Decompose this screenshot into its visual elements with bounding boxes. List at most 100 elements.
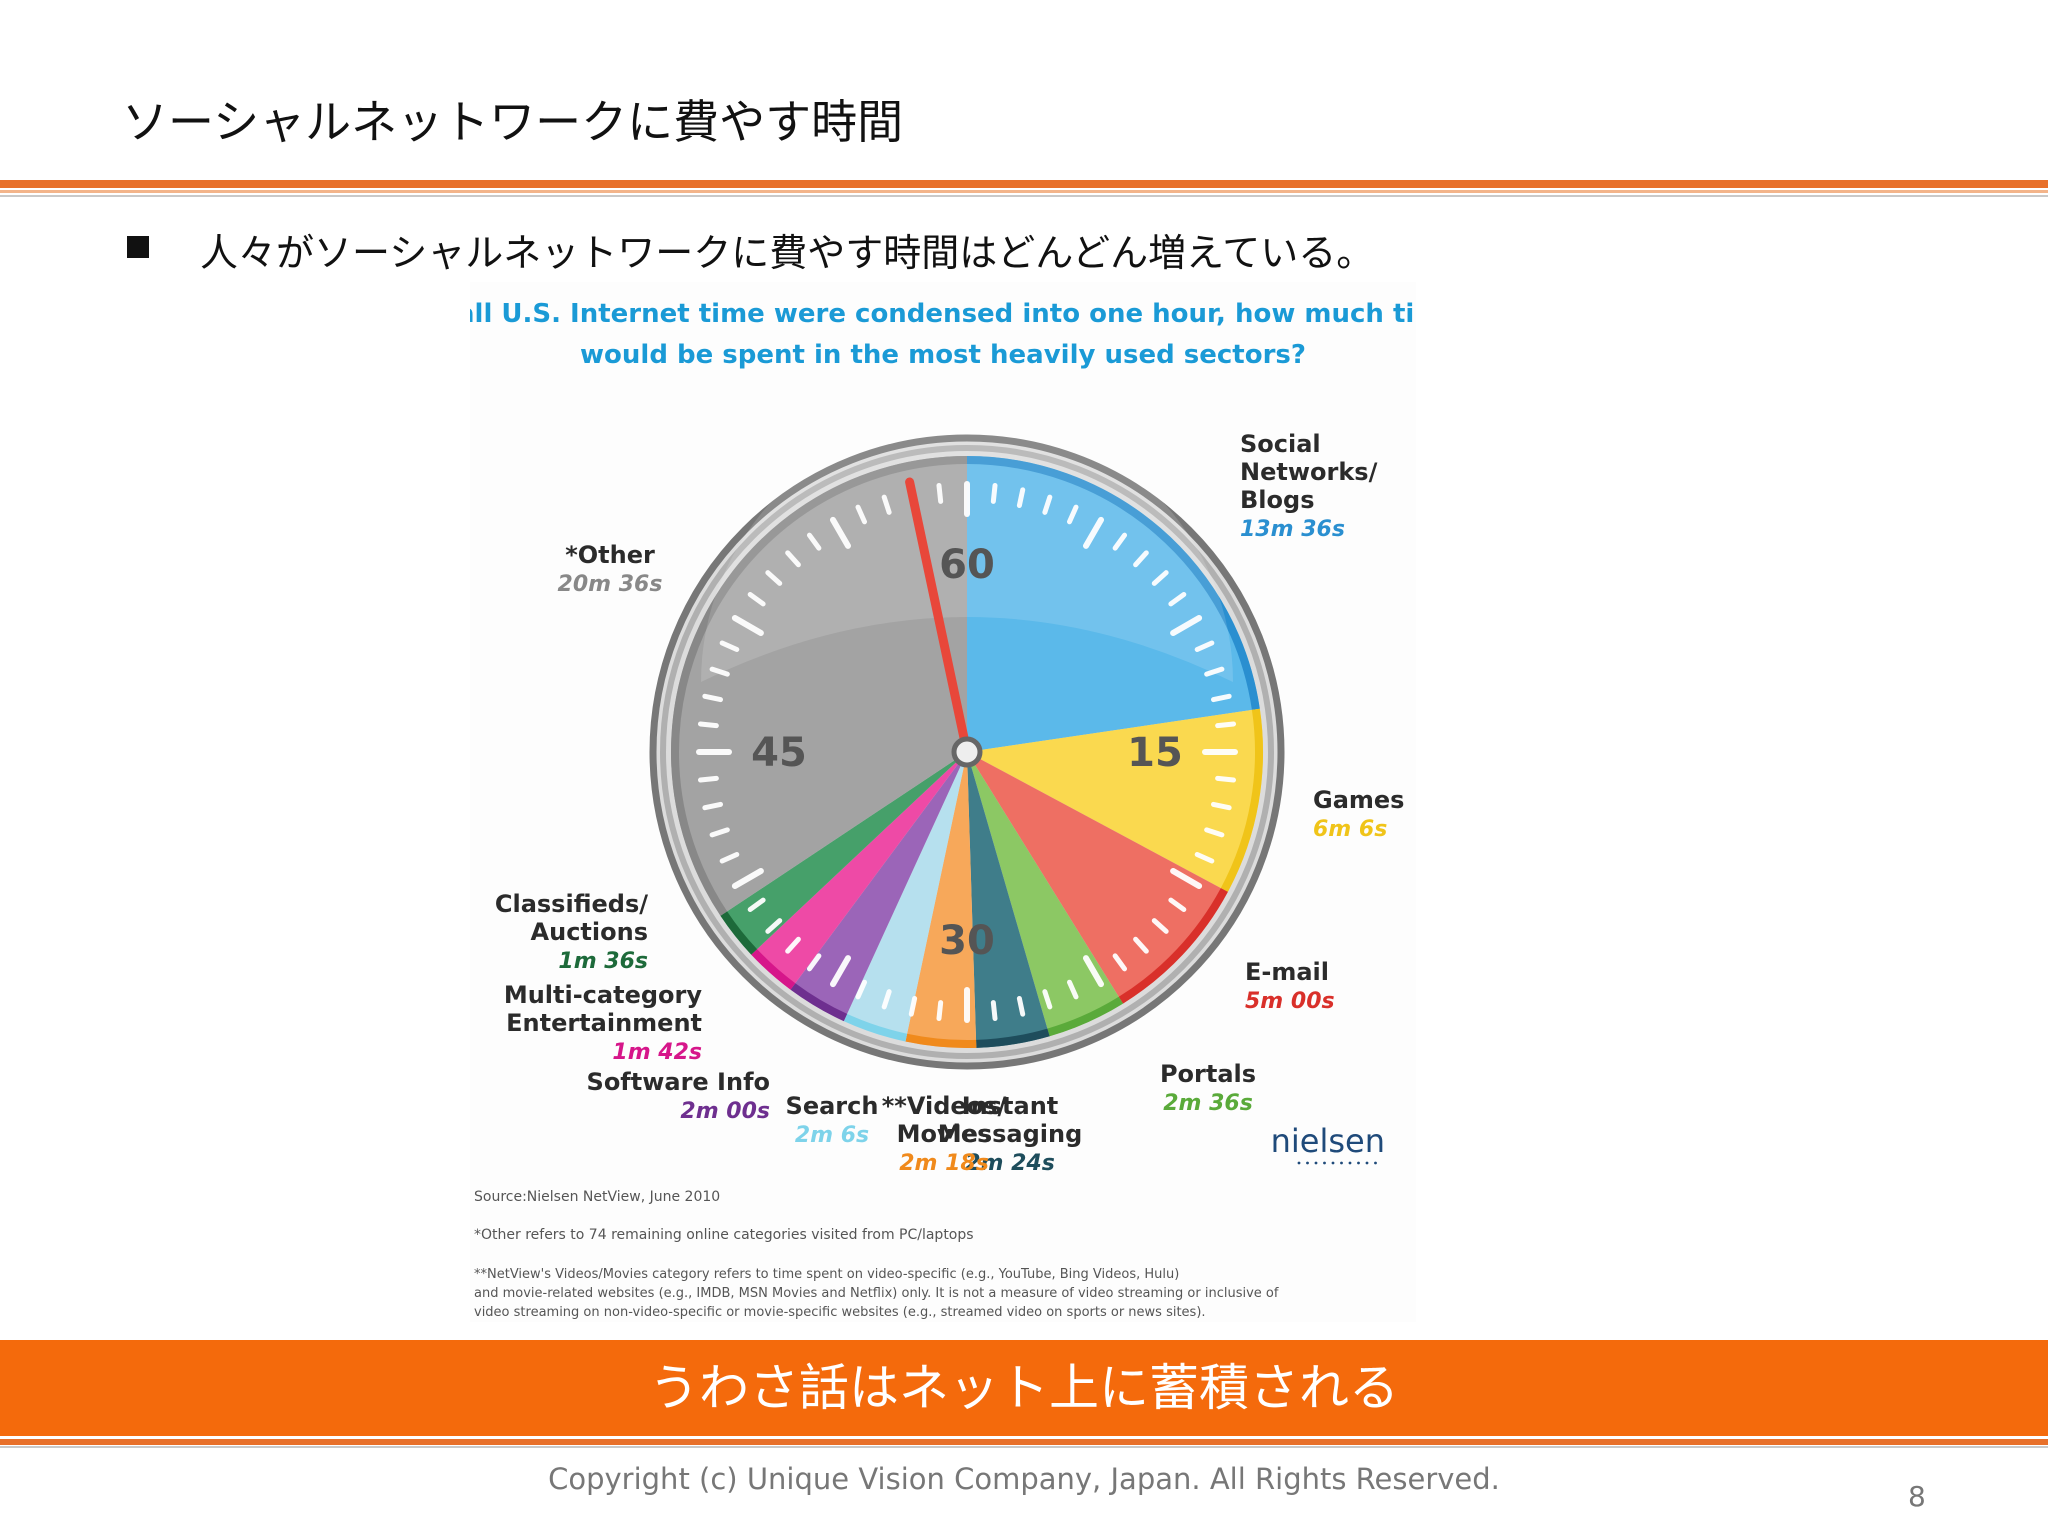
dial-tick-24	[1112, 953, 1128, 972]
pie-slice-rim-1	[966, 456, 1260, 710]
dial-tick-8	[1151, 570, 1169, 586]
bullet-square-icon	[127, 236, 149, 258]
clock-bezel-inner	[660, 445, 1274, 1059]
slice-label-6-line-1: **Videos/	[882, 1092, 1007, 1120]
dial-number-60: 60	[939, 542, 995, 588]
dial-tick-43	[702, 801, 724, 811]
slice-label-5-line-1: Instant	[962, 1092, 1059, 1120]
footnote-2: **NetView's Videos/Movies category refer…	[474, 1267, 1179, 1282]
pie-slice-rim-7	[843, 1013, 908, 1042]
title-rule	[0, 180, 2048, 188]
footer-rule-shadow	[0, 1446, 2048, 1448]
dial-tick-41	[719, 851, 740, 864]
nielsen-logo-dot-6	[1340, 1161, 1343, 1165]
dial-tick-2	[1016, 487, 1026, 509]
dial-tick-10	[1170, 615, 1203, 636]
dial-tick-42	[709, 827, 730, 838]
dial-tick-39	[747, 897, 766, 913]
slice-label-6-line-2: Movies	[897, 1120, 992, 1148]
slice-label-3-line-1: E-mail	[1245, 958, 1329, 986]
footnote-3: and movie-related websites (e.g., IMDB, …	[474, 1286, 1279, 1301]
pie-slice-3	[967, 752, 1228, 1004]
pie-slice-rim-4	[1047, 996, 1123, 1037]
dial-tick-14	[1215, 721, 1237, 729]
clock-hand	[905, 477, 972, 757]
pie-slice-rim-2	[1220, 708, 1263, 892]
dial-number-30: 30	[939, 918, 995, 964]
title-rule-accent	[0, 190, 2048, 193]
dial-tick-21	[1168, 897, 1187, 913]
chart-title-line-2: would be spent in the most heavily used …	[580, 340, 1306, 370]
slice-label-2-line-1: Games	[1313, 786, 1404, 814]
dial-tick-1	[990, 482, 998, 504]
dial-tick-22	[1151, 918, 1169, 934]
nielsen-logo-dot-5	[1331, 1161, 1335, 1165]
nielsen-logo-dot-10	[1374, 1161, 1377, 1165]
dial-tick-57	[881, 494, 892, 515]
dial-tick-17	[1210, 801, 1232, 811]
nielsen-logo-dot-9	[1365, 1161, 1369, 1165]
footnote-4: video streaming on non-video-specific or…	[474, 1305, 1206, 1320]
footer-rule	[0, 1439, 2048, 1445]
pie-slice-rim-5	[976, 1028, 1050, 1048]
slice-time-2: 6m 6s	[1313, 817, 1387, 842]
dial-tick-47	[702, 693, 724, 703]
dial-tick-59	[936, 482, 944, 504]
slice-time-4: 2m 36s	[1163, 1091, 1253, 1116]
copyright: Copyright (c) Unique Vision Company, Jap…	[548, 1462, 1500, 1496]
slice-time-6: 2m 18s	[899, 1151, 989, 1176]
dial-tick-46	[697, 721, 719, 729]
dial-number-15: 15	[1127, 730, 1183, 776]
dial-tick-25	[1083, 955, 1104, 988]
banner-text: うわさ話はネット上に蓄積される	[649, 1359, 1399, 1417]
pie-slice-7	[843, 752, 967, 1042]
dial-tick-56	[855, 504, 868, 525]
dial-tick-18	[1204, 827, 1225, 838]
dial-tick-44	[697, 775, 719, 783]
slice-time-8: 2m 00s	[680, 1099, 770, 1124]
dial-tick-9	[1168, 591, 1187, 607]
dial-tick-3	[1042, 494, 1053, 515]
dial-tick-26	[1066, 979, 1079, 1000]
nielsen-logo: nielsen	[1271, 1122, 1385, 1160]
pie-slice-4	[967, 752, 1123, 1037]
pie-slice-rim-9	[751, 949, 796, 990]
slice-time-11: 20m 36s	[558, 572, 663, 597]
dial-tick-31	[936, 1000, 944, 1022]
dial-tick-40	[731, 868, 764, 889]
nielsen-logo-dot-7	[1348, 1161, 1352, 1165]
pie-slice-5	[967, 752, 1050, 1048]
dial-tick-38	[765, 918, 783, 934]
slice-time-3: 5m 00s	[1245, 989, 1335, 1014]
pie-slice-2	[967, 708, 1263, 892]
pie-slice-8	[790, 752, 967, 1022]
pie-slice-rim-10	[720, 911, 758, 955]
dial-tick-36	[806, 953, 822, 972]
nielsen-logo-dot-4	[1323, 1161, 1326, 1165]
pie-slice-rim-3	[1118, 888, 1228, 1004]
slide-title: ソーシャルネットワークに費やす時間	[122, 95, 904, 149]
dial-tick-27	[1042, 989, 1053, 1010]
dial-tick-53	[785, 550, 801, 568]
slice-label-5-line-2: Messaging	[938, 1120, 1083, 1148]
dial-tick-50	[731, 615, 764, 636]
slice-label-11-line-1: *Other	[565, 541, 655, 569]
slice-label-9-line-2: Entertainment	[506, 1009, 702, 1037]
slice-label-9-line-1: Multi-category	[504, 981, 703, 1009]
dial-tick-12	[1204, 666, 1225, 677]
slice-label-1-line-1: Social	[1240, 430, 1321, 458]
dial-tick-35	[830, 955, 851, 988]
dial-tick-5	[1083, 516, 1104, 549]
dial-tick-11	[1194, 640, 1215, 653]
pie-slice-rim-8	[790, 983, 848, 1022]
clock-pie-chart: If all U.S. Internet time were condensed…	[470, 299, 1416, 1320]
slice-time-9: 1m 42s	[612, 1040, 702, 1065]
clock-hub	[951, 736, 983, 768]
source-note: Source:Nielsen NetView, June 2010	[474, 1189, 720, 1205]
dial-tick-28	[1016, 995, 1026, 1017]
pie-slice-9	[751, 752, 967, 990]
slice-label-4-line-1: Portals	[1160, 1060, 1256, 1088]
dial-tick-23	[1133, 936, 1149, 954]
pie-slice-rim-6	[905, 1033, 977, 1048]
page-number: 8	[1908, 1480, 1926, 1513]
